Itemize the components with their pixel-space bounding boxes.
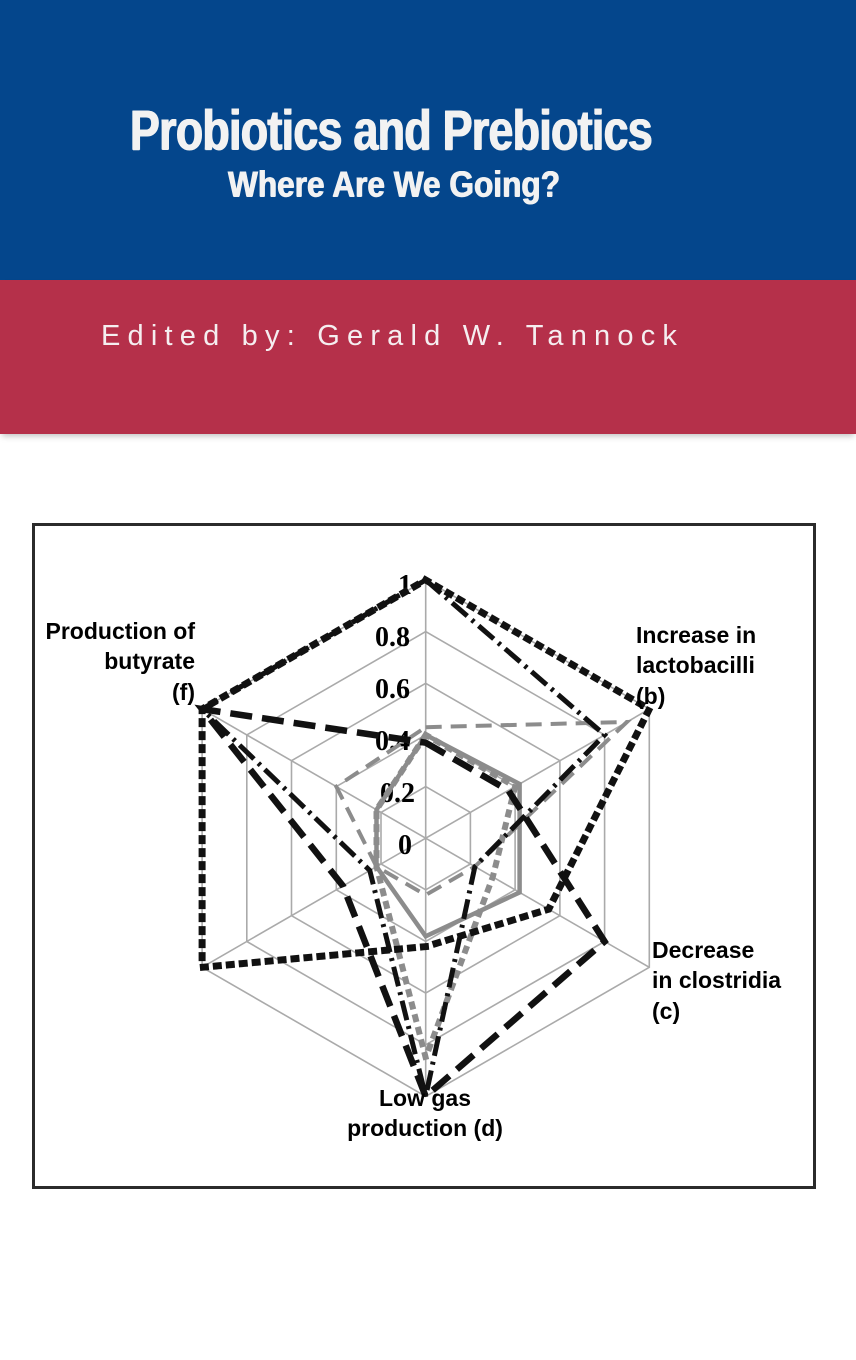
svg-text:0.6: 0.6: [375, 674, 410, 705]
svg-text:0: 0: [398, 830, 412, 861]
svg-text:0.8: 0.8: [375, 622, 410, 653]
